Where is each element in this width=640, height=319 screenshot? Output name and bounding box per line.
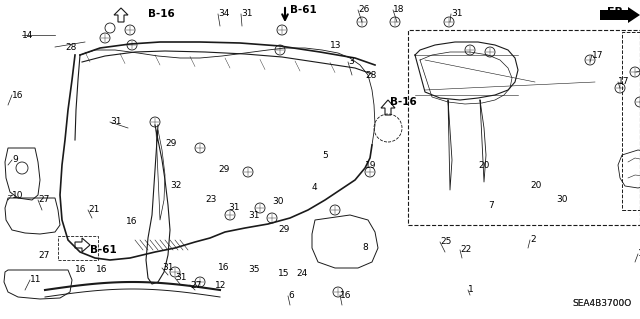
Text: 10: 10: [12, 190, 24, 199]
Text: 28: 28: [65, 42, 76, 51]
Text: 16: 16: [12, 91, 24, 100]
Text: 11: 11: [30, 276, 42, 285]
Bar: [408, 30, 640, 225]
Text: SEA4B3700O: SEA4B3700O: [572, 299, 631, 308]
Text: 35: 35: [248, 265, 259, 275]
Text: 29: 29: [218, 166, 229, 174]
Text: 4: 4: [312, 183, 317, 192]
Text: 23: 23: [205, 196, 216, 204]
Text: 24: 24: [296, 270, 307, 278]
Text: 31: 31: [110, 117, 122, 127]
Text: 31: 31: [248, 211, 259, 220]
Text: SEA4B3700O: SEA4B3700O: [572, 299, 631, 308]
Text: 28: 28: [365, 70, 376, 79]
Text: 19: 19: [365, 160, 376, 169]
Text: 20: 20: [478, 160, 490, 169]
Text: 31: 31: [228, 203, 239, 211]
Text: 29: 29: [278, 226, 289, 234]
Text: 1: 1: [468, 286, 474, 294]
Text: 15: 15: [278, 270, 289, 278]
Text: 34: 34: [218, 10, 229, 19]
Text: 8: 8: [362, 242, 368, 251]
Text: 27: 27: [38, 196, 49, 204]
Text: 26: 26: [358, 5, 369, 14]
Text: 29: 29: [165, 139, 177, 149]
Text: 27: 27: [38, 250, 49, 259]
Text: 6: 6: [288, 292, 294, 300]
Text: 13: 13: [330, 41, 342, 50]
Text: B-16: B-16: [390, 97, 417, 107]
Text: 21: 21: [88, 205, 99, 214]
Text: 32: 32: [170, 181, 181, 189]
Text: 16: 16: [96, 265, 108, 275]
Text: B-61: B-61: [290, 5, 317, 15]
Text: 25: 25: [440, 238, 451, 247]
Text: 18: 18: [393, 5, 404, 14]
Text: 2: 2: [530, 235, 536, 244]
Text: 16: 16: [75, 265, 86, 275]
Text: 20: 20: [530, 181, 541, 189]
Text: 3: 3: [348, 57, 354, 66]
Text: 5: 5: [322, 151, 328, 160]
Text: B-61: B-61: [90, 245, 116, 255]
Text: B-16: B-16: [148, 9, 175, 19]
Text: 27: 27: [190, 280, 202, 290]
Text: 31: 31: [241, 10, 253, 19]
Text: 9: 9: [12, 155, 18, 165]
Text: 31: 31: [162, 263, 173, 272]
Text: 7: 7: [488, 201, 493, 210]
Text: 31: 31: [175, 273, 186, 283]
Text: 17: 17: [618, 78, 630, 86]
FancyArrow shape: [600, 7, 640, 23]
Text: 31: 31: [451, 10, 463, 19]
Text: 30: 30: [556, 196, 568, 204]
Text: 17: 17: [638, 249, 640, 258]
Text: 30: 30: [272, 197, 284, 206]
Text: 12: 12: [215, 280, 227, 290]
Text: 14: 14: [22, 31, 33, 40]
Text: 22: 22: [460, 246, 471, 255]
Text: 16: 16: [218, 263, 230, 271]
Bar: [58, 236, 98, 260]
Text: FR.: FR.: [607, 7, 627, 17]
Bar: [622, 32, 640, 210]
Text: 16: 16: [340, 291, 351, 300]
Text: 17: 17: [592, 50, 604, 60]
Text: 16: 16: [126, 218, 138, 226]
